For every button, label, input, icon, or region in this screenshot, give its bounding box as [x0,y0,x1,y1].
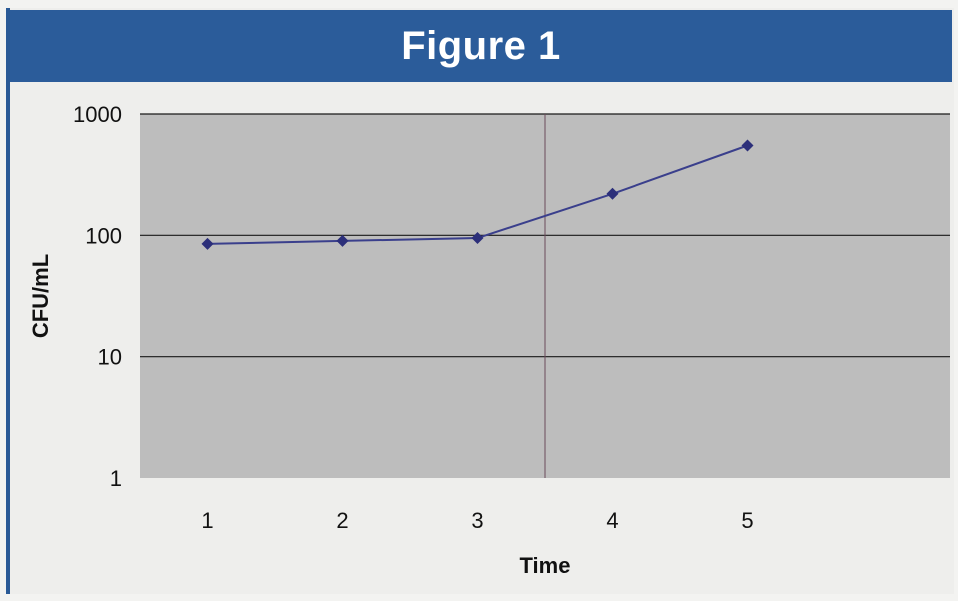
x-tick-label: 1 [201,508,213,533]
y-axis-ticks: 1 10 100 1000 [73,102,122,491]
data-point [336,234,349,247]
gridlines [140,113,950,478]
y-tick-label: 1 [110,466,122,491]
series-markers [201,139,754,250]
x-tick-label: 2 [336,508,348,533]
x-tick-label: 3 [471,508,483,533]
x-tick-label: 5 [741,508,753,533]
data-point [201,237,214,250]
x-tick-label: 4 [606,508,618,533]
data-point [741,139,754,152]
figure-title: Figure 1 [401,23,561,68]
figure-header: Figure 1 [10,10,952,82]
x-axis-ticks: 1 2 3 4 5 [201,508,753,533]
y-tick-label: 10 [98,345,122,370]
x-axis-label: Time [520,553,571,578]
y-tick-label: 1000 [73,102,122,127]
data-point [606,187,619,200]
y-tick-label: 100 [85,223,122,248]
data-point [471,232,484,245]
y-axis-label: CFU/mL [28,254,53,338]
